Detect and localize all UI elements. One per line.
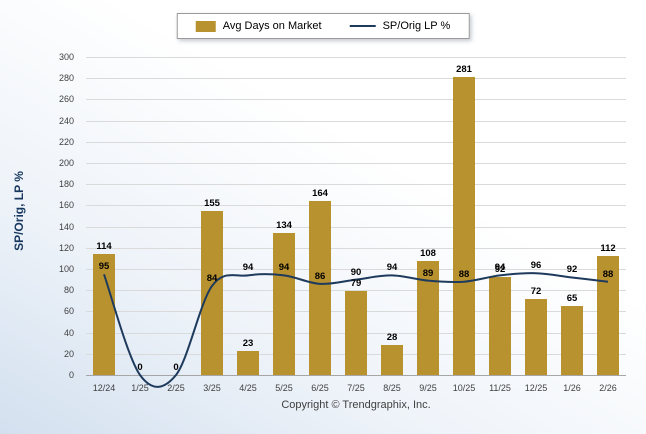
y-axis-ticks: 0 20 40 60 80 100 120 140 160 180 200 220 240 260 280 3… — [44, 52, 80, 380]
y-tick-label: 140 — [58, 221, 74, 232]
y-tick-label: 180 — [58, 179, 74, 190]
bar-value-label: 134 — [276, 219, 292, 231]
gridline — [86, 163, 626, 164]
line-value-label: 90 — [350, 266, 362, 278]
bar-4/25 — [237, 350, 259, 375]
gridline — [86, 184, 626, 186]
line-value-label: 92 — [566, 264, 578, 276]
gridline — [86, 205, 626, 207]
bar-value-label: 112 — [600, 243, 616, 255]
x-axis-label: 6/25 — [311, 383, 329, 393]
x-axis-label: 4/25 — [239, 383, 257, 393]
sp-orig-lp-line — [103, 272, 609, 388]
x-axis-label: 12/25 — [524, 383, 548, 393]
x-axis-label: 1/26 — [563, 383, 581, 393]
gridline — [86, 78, 626, 80]
bar-value-label: 28 — [386, 332, 398, 344]
line-series-swatch-icon — [349, 25, 376, 27]
x-axis-label: 10/25 — [452, 383, 476, 393]
line-value-label: 88 — [602, 268, 614, 280]
gridline — [86, 120, 626, 122]
legend-item-line: SP/Orig LP % — [349, 20, 451, 32]
x-axis-label: 3/25 — [203, 383, 221, 393]
bar-1/26 — [561, 306, 583, 375]
bar-value-label: 164 — [312, 188, 328, 200]
line-value-label: 89 — [422, 267, 434, 279]
y-tick-label: 80 — [63, 285, 74, 296]
line-value-label: 84 — [206, 272, 218, 284]
legend-line-label: SP/Orig LP % — [382, 20, 451, 32]
bar-value-label: 92 — [494, 264, 506, 276]
x-axis-label: 8/25 — [383, 383, 401, 393]
gridline — [86, 247, 626, 249]
y-tick-label: 160 — [58, 200, 74, 211]
bar-series-swatch-icon — [195, 20, 216, 32]
y-tick-label: 40 — [63, 327, 74, 338]
copyright-text: Copyright © Trendgraphix, Inc. — [281, 399, 431, 411]
bar-2/26 — [597, 256, 619, 375]
bar-value-label: 155 — [204, 197, 220, 209]
y-tick-label: 100 — [58, 264, 74, 274]
y-tick-label: 280 — [58, 73, 74, 84]
bar-value-label: 23 — [242, 337, 254, 349]
bar-12/24 — [93, 254, 115, 375]
gridline — [86, 290, 626, 292]
bar-10/25 — [453, 77, 475, 375]
x-axis-label: 5/25 — [275, 383, 293, 393]
gridline — [86, 57, 626, 58]
bar-9/25 — [417, 260, 439, 375]
bar-7/25 — [345, 291, 367, 375]
bar-value-label: 108 — [420, 247, 436, 259]
legend-item-bar: Avg Days on Market — [195, 20, 322, 32]
x-axis-label: 9/25 — [419, 383, 437, 393]
bar-3/25 — [201, 210, 223, 375]
x-axis-baseline — [86, 375, 626, 376]
x-axis-label: 12/24 — [92, 383, 116, 393]
line-value-label: 88 — [458, 268, 470, 280]
x-axis-label: 2/25 — [167, 383, 185, 393]
y-tick-label: 120 — [58, 242, 74, 253]
plot-area: 114 95 12/24 0 1/25 0 2/25 155 84 3/25 23 94 4/25 134… — [86, 57, 626, 393]
x-axis-label: 11/25 — [489, 383, 511, 393]
bar-value-label: 72 — [530, 285, 542, 297]
bar-value-label: 114 — [96, 241, 112, 253]
x-axis-label: 2/26 — [599, 383, 617, 393]
gridline — [86, 269, 626, 270]
bar-value-label: 281 — [456, 64, 472, 76]
y-tick-label: 200 — [58, 158, 74, 168]
y-tick-label: 60 — [63, 306, 74, 317]
bar-11/25 — [489, 277, 511, 375]
bar-value-label: 79 — [350, 278, 362, 290]
bar-8/25 — [381, 345, 403, 375]
bar-5/25 — [273, 232, 295, 375]
line-value-label: 94 — [494, 262, 506, 274]
bar-12/25 — [525, 298, 547, 375]
y-tick-label: 260 — [58, 94, 74, 105]
line-value-label: 94 — [278, 262, 290, 274]
bar-value-label: 0 — [173, 362, 179, 373]
y-tick-label: 300 — [58, 52, 74, 62]
gridline — [86, 141, 626, 143]
y-tick-label: 240 — [58, 115, 74, 126]
bar-value-label: 0 — [137, 362, 143, 373]
line-value-label: 94 — [242, 262, 254, 274]
x-axis-label: 7/25 — [347, 383, 365, 393]
line-value-label: 96 — [530, 260, 542, 272]
line-value-label: 86 — [314, 270, 326, 282]
y-tick-label: 220 — [58, 136, 74, 147]
x-axis-label: 1/25 — [131, 383, 149, 393]
y-tick-label: 20 — [63, 348, 74, 359]
y-tick-label: 0 — [68, 370, 74, 380]
y-axis-title: SP/Orig, LP % — [12, 171, 26, 251]
bar-value-label: 65 — [566, 293, 578, 305]
gridline — [86, 99, 626, 101]
legend-bar-label: Avg Days on Market — [222, 20, 322, 32]
legend: Avg Days on Market SP/Orig LP % — [176, 13, 470, 39]
line-value-label: 95 — [98, 261, 110, 273]
bar-6/25 — [309, 201, 331, 375]
line-value-label: 94 — [386, 262, 398, 274]
gridline — [86, 226, 626, 228]
